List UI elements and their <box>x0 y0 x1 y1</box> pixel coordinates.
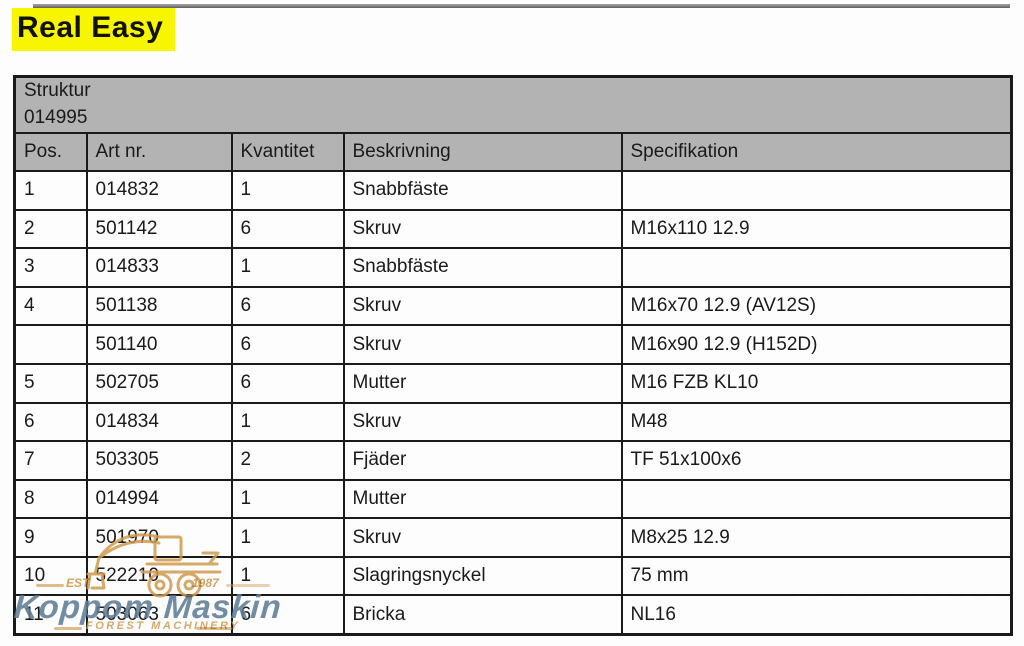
struktur-label: Struktur <box>24 80 91 101</box>
cell-specifikation <box>620 247 1013 288</box>
cell-pos: 5 <box>13 362 88 404</box>
cell-artnr: 522210 <box>85 555 233 597</box>
table-row: 501140 6 Skruv M16x90 12.9 (H152D) <box>13 324 1013 365</box>
cell-kvantitet: 2 <box>230 440 345 481</box>
table-caption-cell: Struktur 014995 <box>13 75 1013 134</box>
col-header-artnr: Art nr. <box>85 131 233 172</box>
cell-artnr: 503063 <box>85 594 233 636</box>
col-header-kvantitet: Kvantitet <box>230 131 345 172</box>
cell-specifikation: M16x90 12.9 (H152D) <box>620 324 1013 365</box>
cell-artnr: 501970 <box>85 517 233 558</box>
cell-pos: 10 <box>13 555 88 597</box>
cell-beskrivning: Skruv <box>342 208 623 250</box>
cell-specifikation: M8x25 12.9 <box>620 517 1013 558</box>
cell-pos: 8 <box>13 478 88 520</box>
cell-beskrivning: Skruv <box>342 285 623 327</box>
table-header-row: Pos. Art nr. Kvantitet Beskrivning Speci… <box>13 131 1013 172</box>
cell-beskrivning: Snabbfäste <box>342 247 623 288</box>
cell-specifikation: M16x110 12.9 <box>620 208 1013 250</box>
cell-beskrivning: Skruv <box>342 324 623 365</box>
cell-beskrivning: Fjäder <box>342 440 623 481</box>
cell-artnr: 014994 <box>85 478 233 520</box>
cell-pos: 4 <box>13 285 88 327</box>
cell-beskrivning: Mutter <box>342 362 623 404</box>
table-caption-row: Struktur 014995 <box>13 75 1013 134</box>
col-header-beskrivning: Beskrivning <box>342 131 623 172</box>
cell-specifikation <box>620 478 1013 520</box>
cell-pos: 1 <box>13 169 88 211</box>
cell-kvantitet: 1 <box>230 478 345 520</box>
cell-beskrivning: Slagringsnyckel <box>342 555 623 597</box>
struktur-number: 014995 <box>24 106 88 128</box>
cell-kvantitet: 1 <box>230 169 345 211</box>
cell-kvantitet: 1 <box>230 555 345 597</box>
table-body: 1 014832 1 Snabbfäste 2 501142 6 Skruv M16x110 1… <box>13 169 1013 636</box>
cell-artnr: 014833 <box>85 247 233 288</box>
cell-artnr: 501140 <box>85 324 233 365</box>
cell-pos: 3 <box>13 247 88 288</box>
cell-artnr: 014832 <box>85 169 233 211</box>
cell-kvantitet: 1 <box>230 401 345 443</box>
table-row: 8 014994 1 Mutter <box>13 478 1013 520</box>
table-row: 9 501970 1 Skruv M8x25 12.9 <box>13 517 1013 558</box>
cell-kvantitet: 6 <box>230 362 345 404</box>
cell-pos: 9 <box>13 517 88 558</box>
cell-beskrivning: Skruv <box>342 517 623 558</box>
cell-beskrivning: Mutter <box>342 478 623 520</box>
cell-kvantitet: 6 <box>230 594 345 636</box>
cell-beskrivning: Bricka <box>342 594 623 636</box>
table-row: 10 522210 1 Slagringsnyckel 75 mm <box>13 555 1013 597</box>
top-divider-line <box>33 4 1010 8</box>
cell-kvantitet: 1 <box>230 517 345 558</box>
cell-specifikation <box>620 169 1013 211</box>
cell-kvantitet: 6 <box>230 208 345 250</box>
cell-kvantitet: 6 <box>230 285 345 327</box>
cell-specifikation: NL16 <box>620 594 1013 636</box>
cell-beskrivning: Snabbfäste <box>342 169 623 211</box>
cell-specifikation: TF 51x100x6 <box>620 440 1013 481</box>
table-row: 5 502705 6 Mutter M16 FZB KL10 <box>13 362 1013 404</box>
table-row: 1 014832 1 Snabbfäste <box>13 169 1013 211</box>
cell-specifikation: 75 mm <box>620 555 1013 597</box>
cell-pos: 6 <box>13 401 88 443</box>
cell-artnr: 014834 <box>85 401 233 443</box>
cell-specifikation: M48 <box>620 401 1013 443</box>
cell-specifikation: M16x70 12.9 (AV12S) <box>620 285 1013 327</box>
col-header-specifikation: Specifikation <box>620 131 1013 172</box>
cell-artnr: 501138 <box>85 285 233 327</box>
cell-kvantitet: 6 <box>230 324 345 365</box>
table-row: 3 014833 1 Snabbfäste <box>13 247 1013 288</box>
table-row: 2 501142 6 Skruv M16x110 12.9 <box>13 208 1013 250</box>
cell-artnr: 503305 <box>85 440 233 481</box>
table-row: 4 501138 6 Skruv M16x70 12.9 (AV12S) <box>13 285 1013 327</box>
cell-artnr: 501142 <box>85 208 233 250</box>
parts-table: Struktur 014995 Pos. Art nr. Kvantitet B… <box>13 75 1014 636</box>
cell-artnr: 502705 <box>85 362 233 404</box>
table-row: 6 014834 1 Skruv M48 <box>13 401 1013 443</box>
cell-pos: 2 <box>13 208 88 250</box>
col-header-pos: Pos. <box>13 131 88 172</box>
cell-pos <box>13 324 88 365</box>
cell-kvantitet: 1 <box>230 247 345 288</box>
cell-beskrivning: Skruv <box>342 401 623 443</box>
table-row: 11 503063 6 Bricka NL16 <box>13 594 1013 636</box>
page-title: Real Easy <box>12 8 176 51</box>
table-row: 7 503305 2 Fjäder TF 51x100x6 <box>13 440 1013 481</box>
cell-specifikation: M16 FZB KL10 <box>620 362 1013 404</box>
cell-pos: 11 <box>13 594 88 636</box>
cell-pos: 7 <box>13 440 88 481</box>
